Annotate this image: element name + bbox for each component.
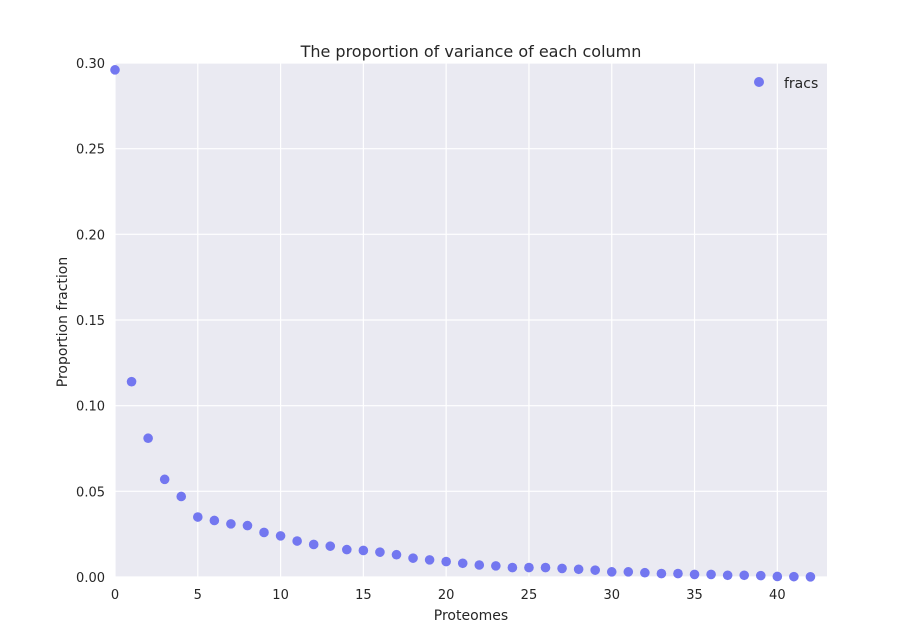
data-points <box>110 65 816 582</box>
data-point <box>540 562 551 573</box>
data-point <box>640 567 650 578</box>
y-tick-label: 0.00 <box>76 571 105 586</box>
legend: fracs <box>754 76 818 92</box>
data-point <box>722 570 733 581</box>
legend-marker-fracs <box>754 77 764 87</box>
data-point <box>391 549 402 560</box>
data-point <box>673 568 683 579</box>
x-tick-label: 40 <box>769 588 786 603</box>
y-tick-label: 0.30 <box>76 57 105 72</box>
y-tick-label: 0.20 <box>76 228 105 243</box>
data-point <box>126 376 137 387</box>
data-point <box>606 567 617 577</box>
data-point <box>226 519 236 529</box>
data-point <box>192 512 203 522</box>
data-point <box>308 539 319 550</box>
data-point <box>755 570 766 581</box>
y-tick-label: 0.15 <box>76 314 105 329</box>
legend-label-fracs: fracs <box>784 76 818 92</box>
data-point <box>689 569 700 580</box>
x-tick-label: 30 <box>603 588 620 603</box>
data-point <box>292 536 302 546</box>
y-tick-label: 0.25 <box>76 143 105 158</box>
x-axis-label: Proteomes <box>434 608 508 624</box>
data-point <box>474 560 485 570</box>
chart-title: The proportion of variance of each colum… <box>300 42 642 61</box>
data-point <box>325 541 336 551</box>
data-point <box>375 547 385 557</box>
data-point <box>275 531 286 541</box>
data-point <box>110 65 120 75</box>
y-tick-label: 0.05 <box>76 485 105 500</box>
data-point <box>441 556 451 567</box>
data-point <box>143 433 153 444</box>
x-tick-labels: 0 5 10 15 20 25 30 35 40 <box>111 588 786 603</box>
data-point <box>656 568 667 579</box>
data-point <box>805 572 816 582</box>
data-point <box>623 567 634 577</box>
data-point <box>590 565 600 575</box>
x-tick-label: 5 <box>194 588 202 603</box>
data-point <box>259 527 269 538</box>
x-tick-label: 10 <box>272 588 289 603</box>
data-point <box>358 545 369 556</box>
data-point <box>242 520 253 531</box>
x-tick-label: 15 <box>355 588 372 603</box>
x-tick-label: 25 <box>521 588 538 603</box>
data-point <box>507 562 518 573</box>
x-tick-label: 20 <box>438 588 455 603</box>
data-point <box>524 562 534 573</box>
data-point <box>557 563 567 574</box>
data-point <box>491 561 501 571</box>
x-tick-label: 35 <box>686 588 703 603</box>
data-point <box>739 570 750 581</box>
data-point <box>789 571 799 582</box>
data-point <box>772 571 783 582</box>
data-point <box>159 474 170 485</box>
data-point <box>408 553 418 563</box>
y-axis-label: Proportion fraction <box>55 257 71 387</box>
y-tick-labels: 0.00 0.05 0.10 0.15 0.20 0.25 0.30 <box>76 57 105 586</box>
data-point <box>706 569 716 580</box>
data-point <box>573 564 584 575</box>
x-tick-label: 0 <box>111 588 119 603</box>
data-point <box>176 491 187 502</box>
y-tick-label: 0.10 <box>76 400 105 415</box>
data-point <box>342 544 352 555</box>
data-point <box>424 555 435 565</box>
data-point <box>209 515 220 526</box>
data-point <box>457 558 468 569</box>
